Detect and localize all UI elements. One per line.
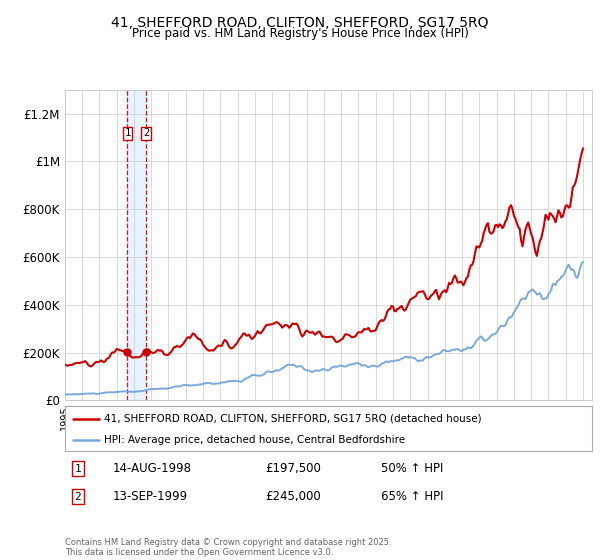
Text: £197,500: £197,500 <box>265 462 321 475</box>
Text: 50% ↑ HPI: 50% ↑ HPI <box>381 462 443 475</box>
Text: Contains HM Land Registry data © Crown copyright and database right 2025.
This d: Contains HM Land Registry data © Crown c… <box>65 538 391 557</box>
Text: 1: 1 <box>124 128 131 138</box>
Text: 13-SEP-1999: 13-SEP-1999 <box>112 490 187 503</box>
Text: Price paid vs. HM Land Registry's House Price Index (HPI): Price paid vs. HM Land Registry's House … <box>131 27 469 40</box>
Text: 41, SHEFFORD ROAD, CLIFTON, SHEFFORD, SG17 5RQ: 41, SHEFFORD ROAD, CLIFTON, SHEFFORD, SG… <box>111 16 489 30</box>
Text: HPI: Average price, detached house, Central Bedfordshire: HPI: Average price, detached house, Cent… <box>104 435 406 445</box>
Text: 2: 2 <box>74 492 82 502</box>
Text: 65% ↑ HPI: 65% ↑ HPI <box>381 490 443 503</box>
Text: 41, SHEFFORD ROAD, CLIFTON, SHEFFORD, SG17 5RQ (detached house): 41, SHEFFORD ROAD, CLIFTON, SHEFFORD, SG… <box>104 413 482 423</box>
Text: 2: 2 <box>143 128 149 138</box>
Text: 14-AUG-1998: 14-AUG-1998 <box>112 462 191 475</box>
Text: £245,000: £245,000 <box>265 490 321 503</box>
Text: 1: 1 <box>74 464 82 474</box>
Bar <box>127 90 146 400</box>
